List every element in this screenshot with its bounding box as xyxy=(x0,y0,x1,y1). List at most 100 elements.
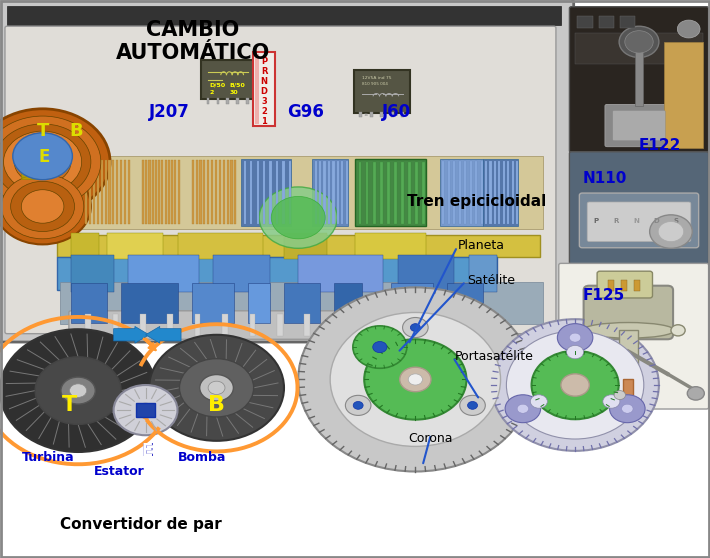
Bar xyxy=(231,160,233,224)
Bar xyxy=(481,161,483,224)
Circle shape xyxy=(557,324,593,352)
Text: E122: E122 xyxy=(639,138,682,152)
Bar xyxy=(71,283,106,323)
Bar xyxy=(298,255,383,292)
Bar xyxy=(248,283,270,323)
Bar xyxy=(391,283,433,323)
Bar xyxy=(387,162,390,224)
Text: G96: G96 xyxy=(287,103,324,121)
Circle shape xyxy=(505,395,540,422)
Bar xyxy=(246,98,249,104)
Bar xyxy=(635,42,643,106)
Bar xyxy=(634,280,640,291)
Circle shape xyxy=(345,395,371,415)
Circle shape xyxy=(658,222,684,242)
Bar xyxy=(328,161,330,224)
Bar xyxy=(113,314,119,336)
Text: B: B xyxy=(208,395,225,415)
Bar xyxy=(319,161,321,224)
Bar xyxy=(359,162,361,224)
Bar xyxy=(442,161,444,224)
Bar xyxy=(415,162,418,224)
Bar xyxy=(359,112,362,117)
Bar xyxy=(152,160,154,224)
Bar xyxy=(195,160,197,224)
Bar xyxy=(112,160,114,224)
Circle shape xyxy=(4,131,82,193)
Circle shape xyxy=(200,374,234,401)
Text: N: N xyxy=(261,77,268,86)
Bar xyxy=(619,330,638,385)
Text: E: E xyxy=(141,442,154,460)
Circle shape xyxy=(622,404,633,413)
Bar xyxy=(7,6,561,25)
Bar xyxy=(391,112,393,117)
Bar xyxy=(256,161,258,224)
FancyBboxPatch shape xyxy=(597,271,652,298)
Bar xyxy=(394,162,397,224)
Bar xyxy=(158,160,160,224)
Circle shape xyxy=(491,319,659,451)
Text: Planeta: Planeta xyxy=(458,239,505,252)
Circle shape xyxy=(0,124,91,200)
Text: 30: 30 xyxy=(229,90,238,95)
Bar xyxy=(503,161,505,224)
Bar xyxy=(359,314,365,336)
Bar xyxy=(168,160,170,224)
Bar xyxy=(289,161,291,224)
Bar xyxy=(366,162,368,224)
Circle shape xyxy=(11,181,75,232)
Circle shape xyxy=(0,169,91,244)
Text: D: D xyxy=(261,87,268,96)
Bar xyxy=(475,161,477,224)
Bar xyxy=(211,160,213,224)
Circle shape xyxy=(532,351,618,419)
Bar xyxy=(440,159,483,226)
FancyBboxPatch shape xyxy=(605,104,673,147)
Text: B/50: B/50 xyxy=(229,83,245,88)
Bar xyxy=(128,255,199,292)
Circle shape xyxy=(671,325,685,336)
Circle shape xyxy=(23,146,62,177)
Bar xyxy=(577,16,593,28)
Bar xyxy=(71,255,114,292)
Circle shape xyxy=(364,339,466,420)
Circle shape xyxy=(136,403,155,417)
Bar xyxy=(575,33,703,64)
Circle shape xyxy=(569,333,581,342)
Bar xyxy=(398,255,454,292)
Bar xyxy=(401,112,404,117)
Bar xyxy=(315,161,317,224)
Text: Tren epicicloidal: Tren epicicloidal xyxy=(408,195,547,209)
FancyBboxPatch shape xyxy=(253,52,275,126)
Bar xyxy=(283,161,285,224)
Circle shape xyxy=(619,26,659,57)
Bar xyxy=(408,162,411,224)
Circle shape xyxy=(330,312,501,446)
Bar xyxy=(305,314,310,336)
Circle shape xyxy=(625,31,653,53)
Text: D/50: D/50 xyxy=(209,83,226,88)
Circle shape xyxy=(353,326,407,368)
Bar xyxy=(620,16,635,28)
Bar xyxy=(342,161,344,224)
Bar xyxy=(203,160,205,224)
Circle shape xyxy=(677,20,700,38)
Bar xyxy=(483,159,518,226)
Circle shape xyxy=(0,329,156,452)
Bar xyxy=(469,314,474,336)
Bar xyxy=(608,280,614,291)
Circle shape xyxy=(271,196,325,239)
Bar xyxy=(148,160,151,224)
Text: Corona: Corona xyxy=(409,431,453,445)
FancyArrow shape xyxy=(146,326,181,343)
FancyBboxPatch shape xyxy=(559,263,709,409)
FancyBboxPatch shape xyxy=(569,152,709,264)
Bar xyxy=(324,161,326,224)
Circle shape xyxy=(567,345,584,359)
Bar xyxy=(284,283,320,323)
Ellipse shape xyxy=(582,323,674,338)
Circle shape xyxy=(259,187,337,248)
Text: F125: F125 xyxy=(582,288,625,303)
Bar xyxy=(255,54,259,124)
